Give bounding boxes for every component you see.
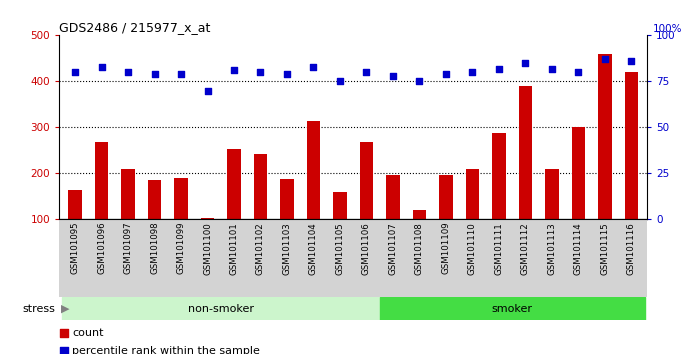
Bar	[307, 121, 320, 219]
Bar	[333, 192, 347, 219]
Point	[390, 293, 402, 299]
Bar	[254, 154, 267, 219]
Bar	[545, 169, 558, 219]
Bar	[95, 142, 108, 219]
Point	[520, 60, 531, 66]
Point	[175, 71, 187, 77]
Point	[122, 69, 134, 75]
Text: GSM101101: GSM101101	[230, 222, 239, 275]
Point	[388, 73, 399, 79]
Text: GSM101106: GSM101106	[362, 222, 371, 275]
Point	[493, 66, 505, 72]
Bar	[625, 72, 638, 219]
Text: GSM101098: GSM101098	[150, 222, 159, 274]
Bar	[439, 175, 452, 219]
Point	[149, 71, 160, 77]
Bar	[280, 179, 294, 219]
Point	[96, 64, 107, 69]
Point	[281, 71, 292, 77]
Point	[599, 57, 610, 62]
Point	[414, 79, 425, 84]
Text: GDS2486 / 215977_x_at: GDS2486 / 215977_x_at	[59, 21, 210, 34]
Text: GSM101103: GSM101103	[283, 222, 292, 275]
Text: GSM101109: GSM101109	[441, 222, 450, 274]
Text: GSM101105: GSM101105	[335, 222, 345, 275]
Bar	[413, 210, 426, 219]
Bar	[380, 297, 644, 320]
Bar	[492, 133, 505, 219]
Text: GSM101097: GSM101097	[123, 222, 132, 274]
Point	[255, 69, 266, 75]
Point	[467, 69, 478, 75]
Text: non-smoker: non-smoker	[188, 304, 254, 314]
Point	[308, 64, 319, 69]
Text: GSM101095: GSM101095	[70, 222, 79, 274]
Text: stress: stress	[23, 304, 56, 314]
Text: GSM101107: GSM101107	[388, 222, 397, 275]
Text: GSM101111: GSM101111	[494, 222, 503, 275]
Bar	[201, 218, 214, 219]
Point	[334, 79, 345, 84]
Point	[228, 68, 239, 73]
Point	[546, 66, 557, 72]
Point	[202, 88, 213, 93]
Bar	[228, 149, 241, 219]
Text: percentile rank within the sample: percentile rank within the sample	[72, 346, 260, 354]
Text: smoker: smoker	[491, 304, 532, 314]
Bar	[466, 169, 479, 219]
Text: GSM101113: GSM101113	[548, 222, 556, 275]
Bar	[360, 142, 373, 219]
Text: GSM101104: GSM101104	[309, 222, 318, 275]
Bar	[62, 297, 380, 320]
Bar	[148, 181, 161, 219]
Text: 100%: 100%	[653, 24, 683, 34]
Bar	[68, 189, 81, 219]
Text: GSM101110: GSM101110	[468, 222, 477, 275]
Point	[390, 134, 402, 140]
Point	[573, 69, 584, 75]
Text: GSM101112: GSM101112	[521, 222, 530, 275]
Text: GSM101108: GSM101108	[415, 222, 424, 275]
Text: GSM101116: GSM101116	[627, 222, 636, 275]
Point	[626, 58, 637, 64]
Text: GSM101114: GSM101114	[574, 222, 583, 275]
Point	[441, 71, 452, 77]
Bar	[175, 178, 188, 219]
Point	[361, 69, 372, 75]
Bar	[121, 169, 134, 219]
Text: GSM101102: GSM101102	[256, 222, 265, 275]
Bar	[519, 86, 532, 219]
Bar	[572, 127, 585, 219]
Text: count: count	[72, 329, 104, 338]
Bar	[386, 175, 400, 219]
Text: GSM101099: GSM101099	[177, 222, 186, 274]
Text: ▶: ▶	[61, 304, 69, 314]
Bar	[599, 54, 612, 219]
Text: GSM101115: GSM101115	[601, 222, 610, 275]
Point	[70, 69, 81, 75]
Text: GSM101100: GSM101100	[203, 222, 212, 275]
Text: GSM101096: GSM101096	[97, 222, 106, 274]
